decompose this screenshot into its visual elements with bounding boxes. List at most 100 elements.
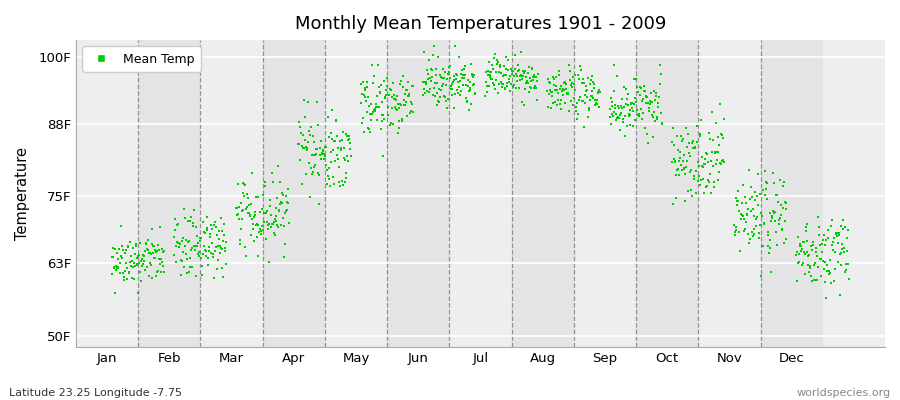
- Point: [236, 190, 250, 196]
- Point: [441, 68, 455, 75]
- Point: [268, 232, 283, 239]
- Point: [112, 265, 126, 271]
- Point: [274, 199, 289, 206]
- Point: [166, 252, 181, 258]
- Bar: [574, 40, 636, 347]
- Point: [589, 102, 603, 108]
- Point: [769, 192, 783, 198]
- Point: [543, 86, 557, 93]
- Point: [383, 122, 398, 128]
- Point: [276, 192, 291, 198]
- Point: [680, 164, 694, 170]
- Point: [638, 92, 652, 99]
- Point: [638, 124, 652, 131]
- Point: [654, 121, 669, 128]
- Point: [562, 108, 576, 115]
- Point: [278, 210, 293, 216]
- Point: [767, 180, 781, 186]
- Point: [431, 54, 446, 60]
- Point: [773, 201, 788, 208]
- Point: [486, 66, 500, 72]
- Point: [310, 170, 325, 176]
- Point: [354, 100, 368, 106]
- Point: [392, 118, 407, 124]
- Point: [478, 92, 492, 99]
- Point: [420, 67, 435, 73]
- Point: [464, 101, 479, 108]
- Point: [200, 225, 214, 231]
- Point: [764, 269, 778, 275]
- Point: [608, 108, 622, 115]
- Point: [401, 79, 416, 85]
- Point: [586, 94, 600, 101]
- Point: [382, 92, 397, 98]
- Point: [364, 117, 378, 124]
- Point: [838, 224, 852, 231]
- Point: [644, 90, 659, 96]
- Point: [545, 89, 560, 95]
- Point: [561, 91, 575, 97]
- Point: [635, 110, 650, 116]
- Point: [250, 222, 265, 229]
- Point: [263, 202, 277, 209]
- Point: [456, 74, 471, 81]
- Point: [176, 263, 191, 270]
- Point: [399, 99, 413, 105]
- Point: [615, 96, 629, 102]
- Point: [324, 130, 338, 136]
- Point: [317, 151, 331, 158]
- Point: [358, 94, 373, 100]
- Point: [186, 242, 201, 249]
- Point: [650, 115, 664, 122]
- Point: [631, 112, 645, 118]
- Point: [181, 238, 195, 245]
- Point: [199, 214, 213, 220]
- Point: [676, 165, 690, 171]
- Point: [499, 66, 513, 73]
- Point: [710, 156, 724, 163]
- Point: [432, 86, 446, 92]
- Point: [387, 92, 401, 98]
- Point: [634, 106, 648, 112]
- Point: [106, 245, 121, 252]
- Point: [825, 239, 840, 245]
- Point: [730, 198, 744, 204]
- Point: [157, 269, 171, 275]
- Bar: [139, 40, 201, 347]
- Point: [693, 130, 707, 137]
- Point: [530, 70, 544, 77]
- Point: [251, 193, 266, 200]
- Point: [392, 101, 407, 108]
- Point: [422, 74, 436, 81]
- Point: [304, 170, 319, 177]
- Point: [150, 242, 165, 248]
- Point: [118, 250, 132, 257]
- Point: [354, 81, 368, 87]
- Point: [387, 104, 401, 110]
- Point: [202, 254, 216, 261]
- Point: [823, 257, 837, 264]
- Point: [712, 168, 726, 175]
- Point: [325, 106, 339, 113]
- Point: [452, 54, 466, 60]
- Point: [609, 72, 624, 79]
- Point: [446, 86, 460, 92]
- Point: [756, 186, 770, 193]
- Point: [437, 69, 452, 75]
- Point: [590, 90, 605, 96]
- Point: [603, 113, 617, 120]
- Point: [512, 85, 526, 92]
- Point: [562, 62, 576, 68]
- Point: [274, 198, 289, 205]
- Point: [708, 120, 723, 126]
- Point: [238, 182, 253, 188]
- Point: [210, 232, 224, 238]
- Point: [577, 80, 591, 86]
- Point: [356, 92, 371, 98]
- Point: [540, 87, 554, 94]
- Point: [443, 74, 457, 81]
- Point: [791, 260, 806, 266]
- Point: [681, 188, 696, 194]
- Point: [738, 226, 752, 232]
- Point: [747, 212, 761, 219]
